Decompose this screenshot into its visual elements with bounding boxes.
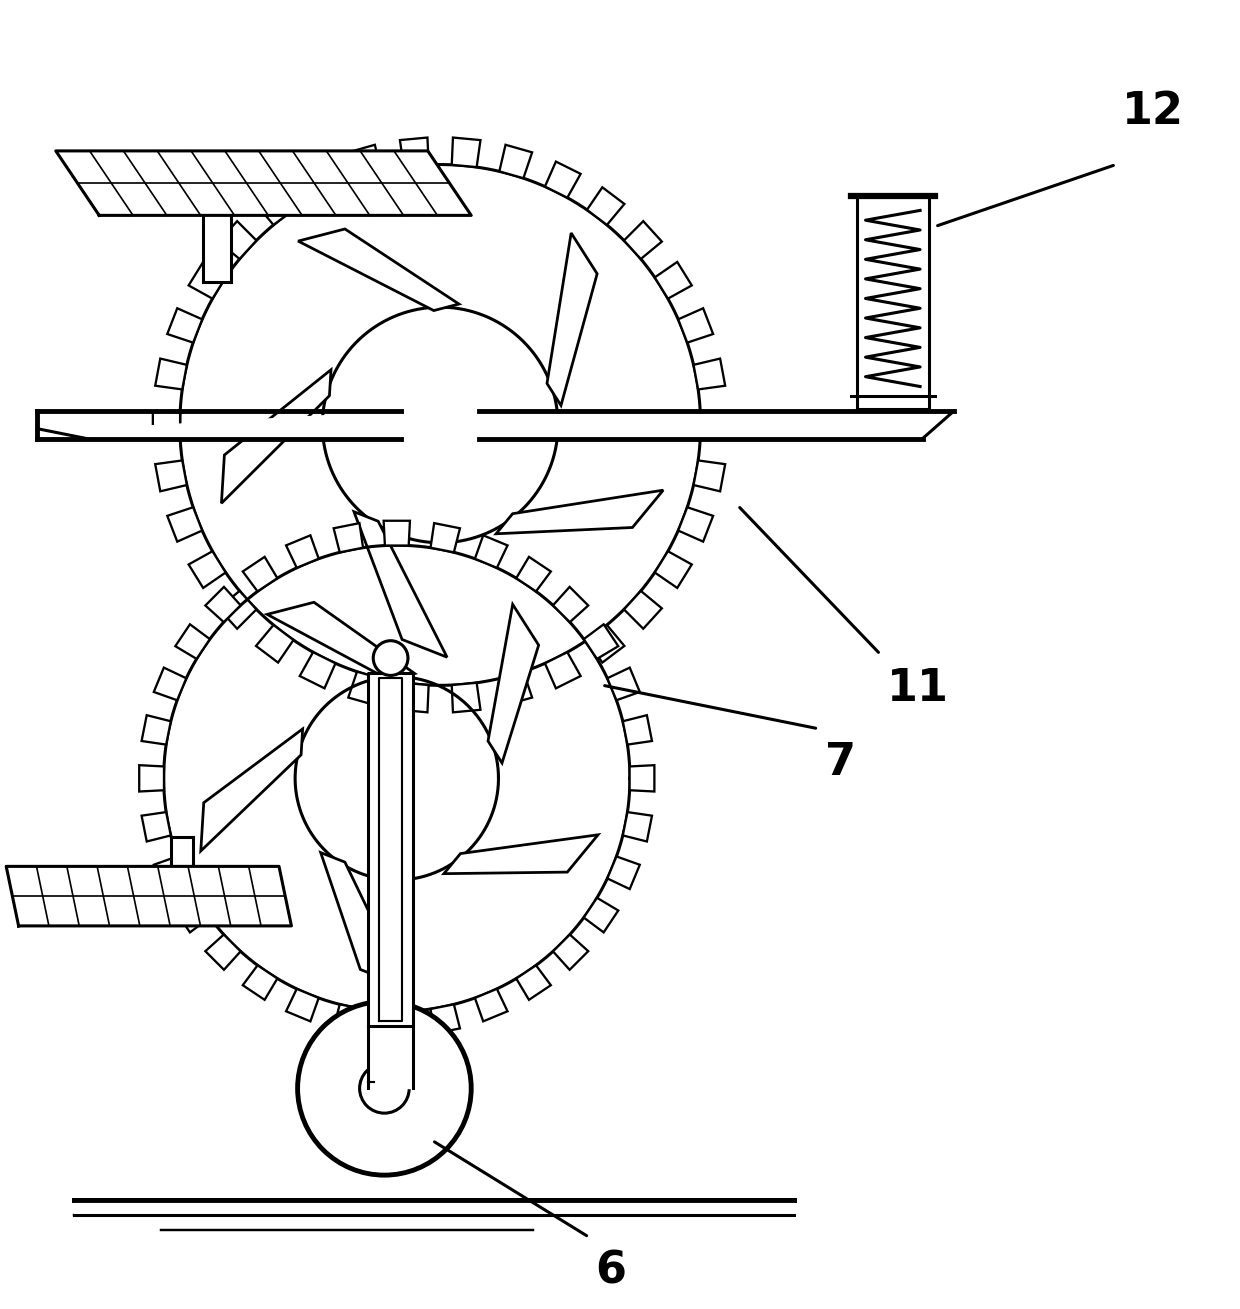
Polygon shape <box>201 729 303 851</box>
Polygon shape <box>175 624 210 658</box>
Polygon shape <box>500 145 532 178</box>
Polygon shape <box>188 262 226 298</box>
Polygon shape <box>155 359 187 390</box>
Polygon shape <box>203 216 231 281</box>
Polygon shape <box>218 590 257 628</box>
Polygon shape <box>489 605 538 763</box>
Text: 11: 11 <box>887 666 949 709</box>
Polygon shape <box>383 521 410 546</box>
Polygon shape <box>553 935 588 970</box>
Polygon shape <box>286 988 319 1021</box>
Polygon shape <box>701 411 728 439</box>
Polygon shape <box>154 668 186 700</box>
Polygon shape <box>243 965 278 1000</box>
Circle shape <box>298 1001 471 1175</box>
Polygon shape <box>857 195 929 408</box>
Polygon shape <box>37 411 402 439</box>
Polygon shape <box>334 1004 363 1034</box>
Polygon shape <box>175 898 210 932</box>
Polygon shape <box>451 137 480 168</box>
Polygon shape <box>222 369 331 503</box>
Polygon shape <box>608 856 640 889</box>
Polygon shape <box>255 624 294 662</box>
Polygon shape <box>218 221 257 259</box>
Polygon shape <box>6 867 291 925</box>
Polygon shape <box>516 556 551 592</box>
Polygon shape <box>516 965 551 1000</box>
Polygon shape <box>298 229 459 310</box>
Polygon shape <box>475 988 507 1021</box>
Polygon shape <box>167 308 202 343</box>
Polygon shape <box>153 411 180 439</box>
Polygon shape <box>167 508 202 542</box>
Polygon shape <box>587 187 625 225</box>
Polygon shape <box>624 590 662 628</box>
Polygon shape <box>693 461 725 491</box>
Polygon shape <box>368 1025 413 1088</box>
Polygon shape <box>587 624 625 662</box>
Polygon shape <box>206 586 241 622</box>
Polygon shape <box>368 673 413 1026</box>
Polygon shape <box>622 715 652 745</box>
Polygon shape <box>321 852 405 987</box>
Text: 12: 12 <box>1122 90 1184 134</box>
Polygon shape <box>171 836 193 890</box>
Polygon shape <box>624 221 662 259</box>
Polygon shape <box>154 856 186 889</box>
Polygon shape <box>353 512 448 657</box>
Text: 7: 7 <box>825 741 856 784</box>
Polygon shape <box>584 898 619 932</box>
Polygon shape <box>553 586 588 622</box>
Polygon shape <box>334 524 363 552</box>
Polygon shape <box>500 672 532 706</box>
Polygon shape <box>300 652 336 689</box>
Polygon shape <box>544 652 580 689</box>
Polygon shape <box>678 308 713 343</box>
Text: 6: 6 <box>595 1250 626 1292</box>
Polygon shape <box>444 835 598 873</box>
Polygon shape <box>547 233 598 406</box>
Polygon shape <box>139 766 164 792</box>
Polygon shape <box>475 535 507 568</box>
Polygon shape <box>255 187 294 225</box>
Polygon shape <box>141 812 171 842</box>
Polygon shape <box>496 490 663 534</box>
Circle shape <box>360 1063 409 1113</box>
Polygon shape <box>267 602 414 681</box>
Polygon shape <box>678 508 713 542</box>
Polygon shape <box>693 359 725 390</box>
Polygon shape <box>348 672 381 706</box>
Polygon shape <box>206 935 241 970</box>
Polygon shape <box>155 461 187 491</box>
Polygon shape <box>401 137 429 168</box>
Polygon shape <box>430 1004 460 1034</box>
Polygon shape <box>243 556 278 592</box>
Polygon shape <box>74 1200 794 1215</box>
Polygon shape <box>622 812 652 842</box>
Polygon shape <box>451 683 480 712</box>
Polygon shape <box>300 161 336 198</box>
Polygon shape <box>479 411 954 439</box>
Polygon shape <box>286 535 319 568</box>
Polygon shape <box>188 551 226 588</box>
Polygon shape <box>430 524 460 552</box>
Polygon shape <box>655 551 692 588</box>
Polygon shape <box>348 145 381 178</box>
Polygon shape <box>401 683 429 712</box>
Polygon shape <box>584 624 619 658</box>
Polygon shape <box>630 766 655 792</box>
Polygon shape <box>56 151 471 216</box>
Circle shape <box>373 640 408 675</box>
Polygon shape <box>655 262 692 298</box>
Polygon shape <box>544 161 580 198</box>
Polygon shape <box>608 668 640 700</box>
Polygon shape <box>141 715 171 745</box>
Polygon shape <box>383 1011 410 1035</box>
